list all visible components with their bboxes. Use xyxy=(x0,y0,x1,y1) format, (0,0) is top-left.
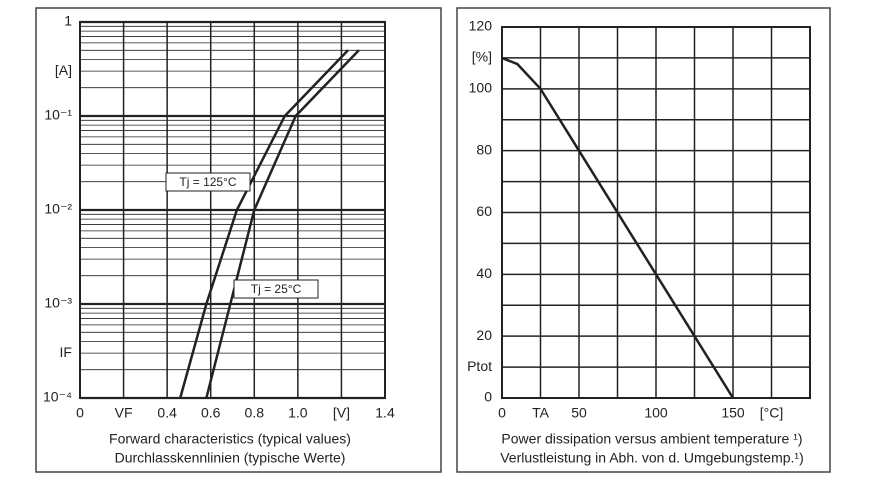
y-tick-label: Ptot xyxy=(467,358,492,374)
frame xyxy=(35,7,442,473)
y-tick-label: 80 xyxy=(476,141,492,157)
series-label: Tj = 25°C xyxy=(251,282,302,296)
y-tick-label: [%] xyxy=(472,49,492,65)
x-tick-label: 0.8 xyxy=(245,405,265,421)
series-line xyxy=(179,49,349,399)
x-tick-label: [V] xyxy=(333,405,350,421)
y-tick-label: 20 xyxy=(476,327,492,343)
x-tick-label: 150 xyxy=(721,405,745,421)
series-label-box xyxy=(233,279,319,299)
x-tick-label: 1.4 xyxy=(375,405,395,421)
x-tick-label: [°C] xyxy=(760,405,784,421)
caption: Forward characteristics (typical values) xyxy=(109,431,351,447)
y-tick-label: 120 xyxy=(469,18,493,34)
x-tick-label: 50 xyxy=(571,405,587,421)
y-tick-label: 0 xyxy=(484,389,492,405)
caption: Verlustleistung in Abh. von d. Umgebungs… xyxy=(500,450,804,466)
x-tick-label: 0.4 xyxy=(157,405,177,421)
x-tick-label: 100 xyxy=(644,405,668,421)
series-label: Tj = 125°C xyxy=(179,175,236,189)
x-tick-label: 0.6 xyxy=(201,405,221,421)
y-tick-label: 100 xyxy=(469,80,493,96)
caption: Power dissipation versus ambient tempera… xyxy=(501,431,802,447)
series-line xyxy=(501,56,735,399)
y-tick-label: 10⁻⁴ xyxy=(43,389,72,405)
frame xyxy=(456,7,831,473)
y-tick-label: 1 xyxy=(64,13,72,29)
series-label-box xyxy=(165,172,251,192)
y-tick-label: [A] xyxy=(55,62,72,78)
x-tick-label: 0 xyxy=(76,405,84,421)
y-tick-label: 10⁻¹ xyxy=(44,107,72,123)
y-tick-label: IF xyxy=(60,344,72,360)
x-tick-label: VF xyxy=(115,405,133,421)
caption: Durchlasskennlinien (typische Werte) xyxy=(115,450,346,466)
series-line xyxy=(205,49,360,399)
y-tick-label: 10⁻³ xyxy=(44,295,72,311)
x-tick-label: 0 xyxy=(498,405,506,421)
y-tick-label: 40 xyxy=(476,265,492,281)
y-tick-label: 10⁻² xyxy=(44,201,72,217)
x-tick-label: TA xyxy=(532,405,550,421)
x-tick-label: 1.0 xyxy=(288,405,308,421)
y-tick-label: 60 xyxy=(476,203,492,219)
